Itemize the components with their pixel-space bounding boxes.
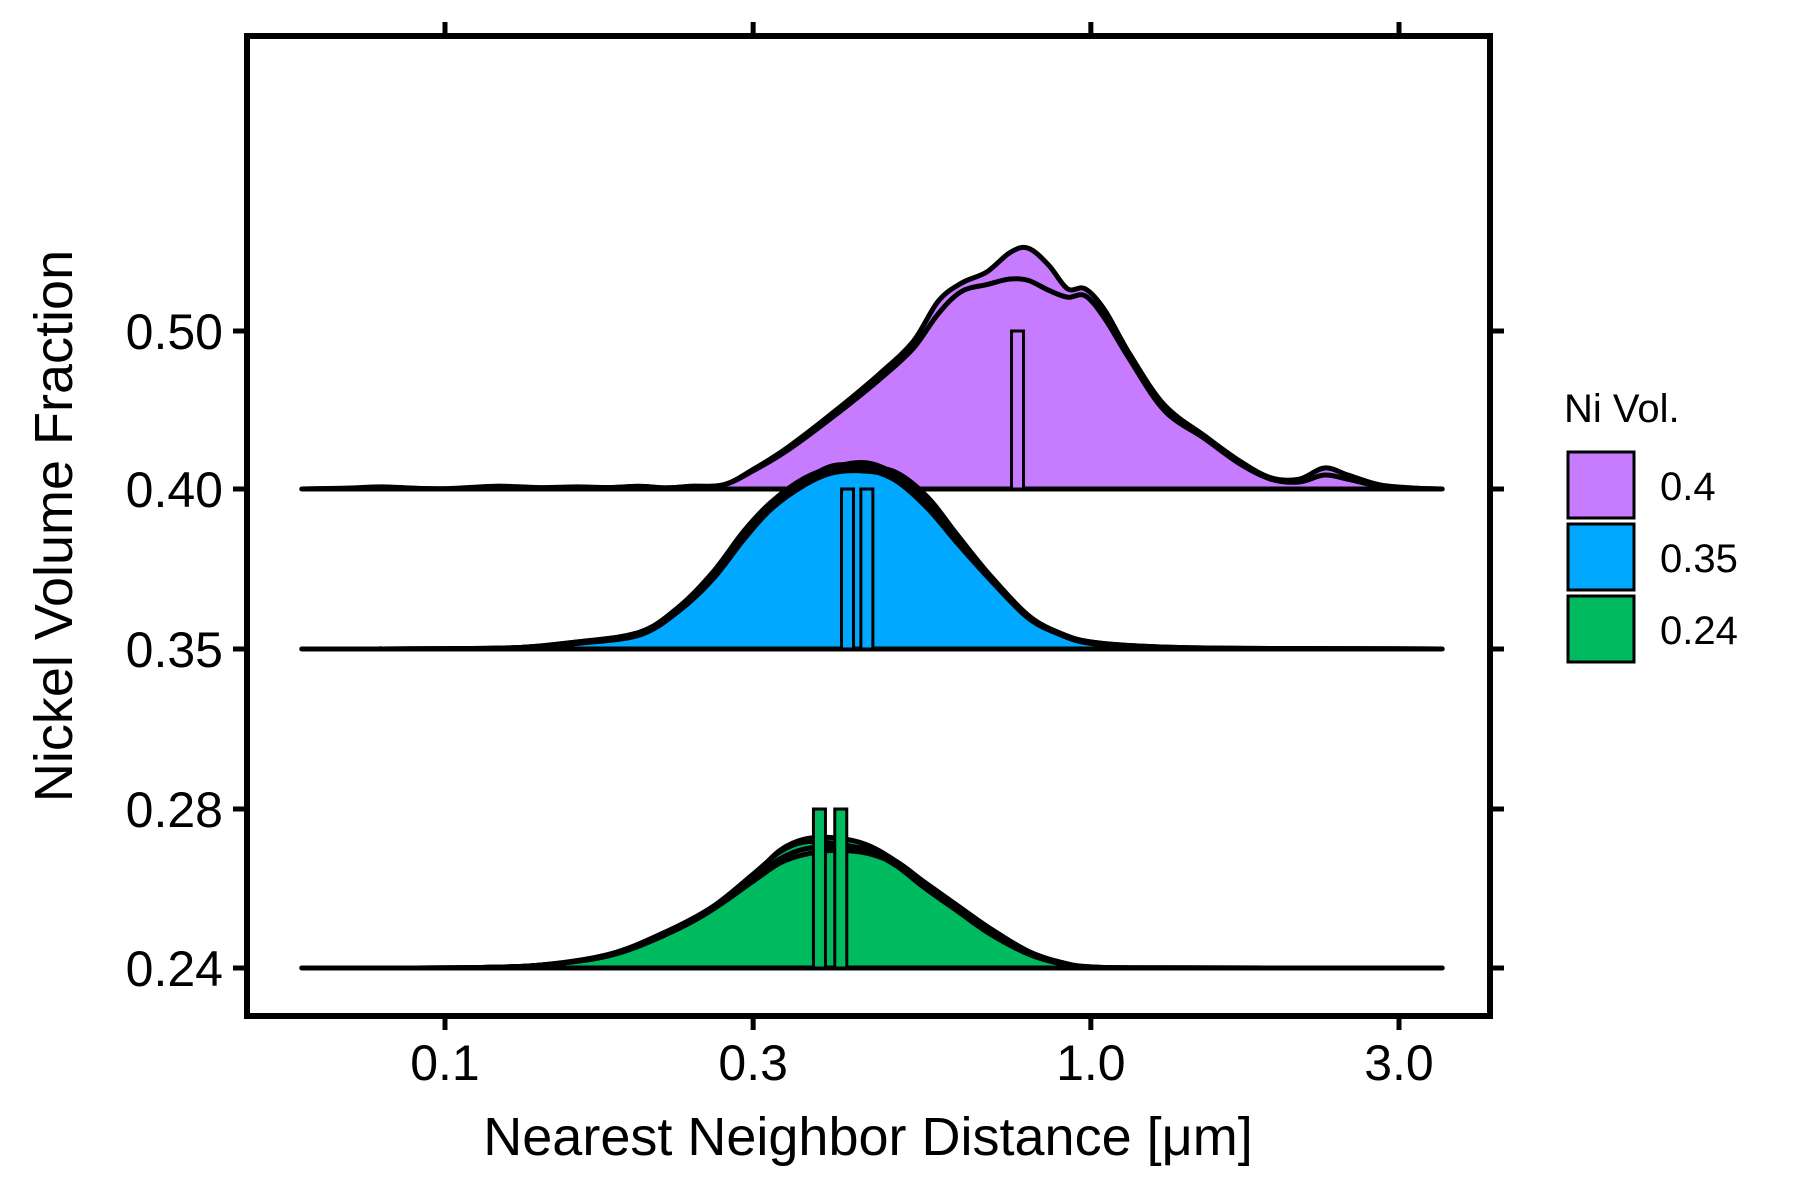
- median-marker: [1010, 329, 1026, 491]
- legend-swatch: [1566, 522, 1636, 592]
- y-axis-title: Nickel Volume Fraction: [24, 250, 84, 802]
- x-tick-label: 0.1: [410, 1035, 480, 1091]
- density-curve: [301, 468, 1443, 652]
- legend-swatch: [1566, 594, 1636, 664]
- median-marker: [811, 807, 827, 970]
- density-fill: [382, 850, 1443, 968]
- x-tick-label: 0.3: [718, 1035, 788, 1091]
- x-axis-ticks: 0.1 0.3 1.0 3.0: [410, 22, 1434, 1091]
- median-markers-layer: [811, 329, 1026, 970]
- y-tick-label: 0.24: [126, 941, 223, 997]
- legend: Ni Vol. 0.4 0.35 0.24: [1564, 387, 1738, 664]
- median-marker: [833, 807, 849, 970]
- median-marker: [859, 487, 875, 651]
- ridge-group-0.4: [299, 244, 1445, 492]
- legend-label: 0.4: [1660, 465, 1716, 509]
- legend-label: 0.35: [1660, 537, 1738, 581]
- y-axis-ticks: 0.24 0.28 0.35 0.40 0.50: [126, 304, 1504, 997]
- y-tick-label: 0.35: [126, 622, 223, 678]
- y-tick-label: 0.28: [126, 782, 223, 838]
- x-tick-label: 1.0: [1056, 1035, 1126, 1091]
- median-marker: [840, 487, 856, 651]
- legend-title: Ni Vol.: [1564, 387, 1680, 431]
- density-fill: [301, 278, 1443, 489]
- legend-swatch: [1566, 450, 1636, 520]
- plot-panel-border: [244, 33, 1493, 1019]
- x-axis-title: Nearest Neighbor Distance [μm]: [483, 1107, 1252, 1167]
- legend-label: 0.24: [1660, 609, 1738, 653]
- x-tick-label: 3.0: [1364, 1035, 1434, 1091]
- y-tick-label: 0.50: [126, 304, 223, 360]
- y-tick-label: 0.40: [126, 462, 223, 518]
- ridge-group-0.24: [299, 834, 1445, 971]
